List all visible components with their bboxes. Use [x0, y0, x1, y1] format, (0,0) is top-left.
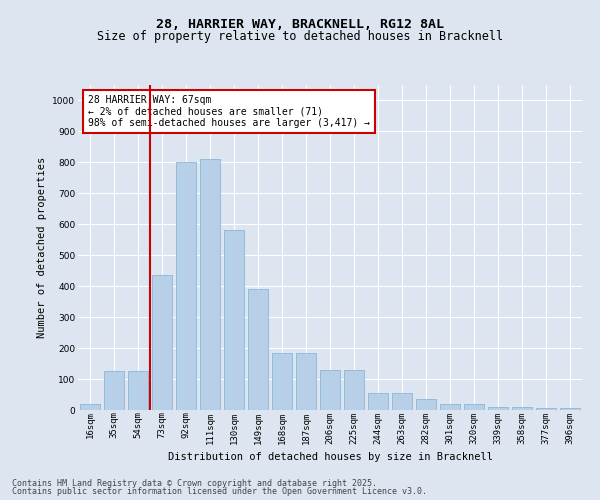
Text: 28 HARRIER WAY: 67sqm
← 2% of detached houses are smaller (71)
98% of semi-detac: 28 HARRIER WAY: 67sqm ← 2% of detached h… — [88, 94, 370, 128]
Bar — [128, 372, 148, 410]
Text: Contains public sector information licensed under the Open Government Licence v3: Contains public sector information licen… — [12, 487, 427, 496]
Bar — [488, 407, 508, 410]
Text: Contains HM Land Registry data © Crown copyright and database right 2025.: Contains HM Land Registry data © Crown c… — [12, 478, 377, 488]
Bar — [320, 370, 340, 410]
Bar — [104, 372, 124, 410]
Bar — [368, 393, 388, 410]
Bar — [536, 408, 556, 410]
Bar — [416, 399, 436, 410]
Y-axis label: Number of detached properties: Number of detached properties — [37, 157, 47, 338]
Bar — [248, 290, 268, 410]
Bar — [440, 404, 460, 410]
Bar — [176, 162, 196, 410]
Bar — [200, 160, 220, 410]
Bar — [464, 404, 484, 410]
Bar — [224, 230, 244, 410]
Bar — [80, 404, 100, 410]
Bar — [152, 276, 172, 410]
Text: Size of property relative to detached houses in Bracknell: Size of property relative to detached ho… — [97, 30, 503, 43]
Bar — [272, 352, 292, 410]
Bar — [344, 370, 364, 410]
X-axis label: Distribution of detached houses by size in Bracknell: Distribution of detached houses by size … — [167, 452, 493, 462]
Text: 28, HARRIER WAY, BRACKNELL, RG12 8AL: 28, HARRIER WAY, BRACKNELL, RG12 8AL — [156, 18, 444, 30]
Bar — [392, 393, 412, 410]
Bar — [512, 407, 532, 410]
Bar — [296, 352, 316, 410]
Bar — [560, 408, 580, 410]
